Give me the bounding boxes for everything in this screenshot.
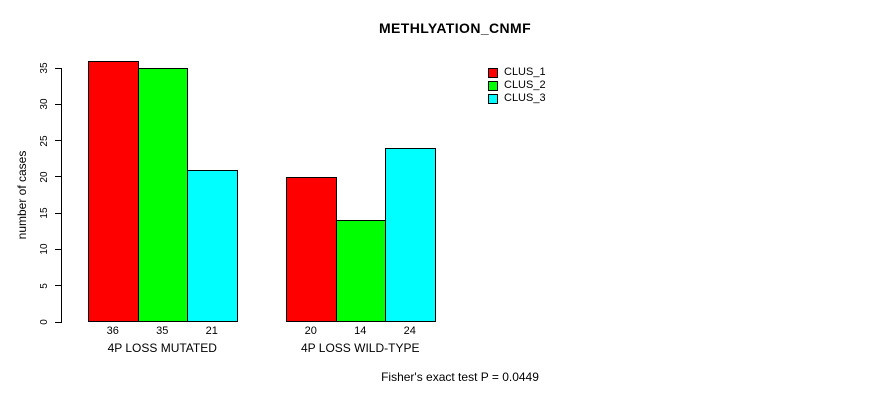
- y-tick-label: 35: [39, 62, 50, 74]
- bar-value-label: 21: [205, 325, 218, 337]
- legend: CLUS_1 CLUS_2 CLUS_3: [488, 66, 546, 105]
- y-tick-label: 30: [39, 98, 50, 110]
- legend-label: CLUS_1: [504, 66, 546, 78]
- legend-row: CLUS_3: [488, 92, 546, 105]
- y-tick-label: 0: [39, 319, 50, 325]
- y-tick-mark: [55, 67, 61, 69]
- bar-value-label: 36: [106, 325, 119, 337]
- legend-swatch: [488, 93, 498, 104]
- y-tick-label: 10: [39, 243, 50, 255]
- legend-label: CLUS_2: [504, 79, 546, 91]
- legend-swatch: [488, 67, 498, 78]
- bar-value-label: 35: [156, 325, 169, 337]
- x-category-label: 4P LOSS MUTATED: [107, 341, 217, 355]
- y-tick-label: 25: [39, 135, 50, 147]
- bar-clus_2: [335, 220, 386, 322]
- chart-title: METHLYATION_CNMF: [378, 20, 532, 36]
- legend-row: CLUS_1: [488, 66, 546, 79]
- y-tick-label: 20: [39, 171, 50, 183]
- y-tick-mark: [55, 321, 61, 323]
- bar-clus_2: [137, 68, 188, 322]
- bar-value-label: 24: [403, 325, 416, 337]
- legend-row: CLUS_2: [488, 79, 546, 92]
- x-category-label: 4P LOSS WILD-TYPE: [301, 341, 420, 355]
- y-tick-label: 15: [39, 207, 50, 219]
- y-tick-mark: [55, 248, 61, 250]
- bar-clus_1: [286, 176, 337, 322]
- bar-clus_3: [385, 147, 436, 322]
- y-tick-mark: [55, 140, 61, 142]
- bar-value-label: 14: [354, 325, 367, 337]
- bar-clus_1: [88, 60, 139, 322]
- bar-clus_3: [187, 169, 238, 322]
- legend-label: CLUS_3: [504, 92, 546, 104]
- y-tick-mark: [55, 176, 61, 178]
- y-axis-line: [61, 68, 62, 323]
- legend-swatch: [488, 80, 498, 91]
- y-axis-label: number of cases: [15, 150, 29, 240]
- y-tick-mark: [55, 103, 61, 105]
- stat-annotation: Fisher's exact test P = 0.0449: [381, 370, 539, 384]
- y-tick-label: 5: [39, 282, 50, 289]
- y-tick-mark: [55, 285, 61, 287]
- bar-value-label: 20: [304, 325, 317, 337]
- y-tick-mark: [55, 212, 61, 214]
